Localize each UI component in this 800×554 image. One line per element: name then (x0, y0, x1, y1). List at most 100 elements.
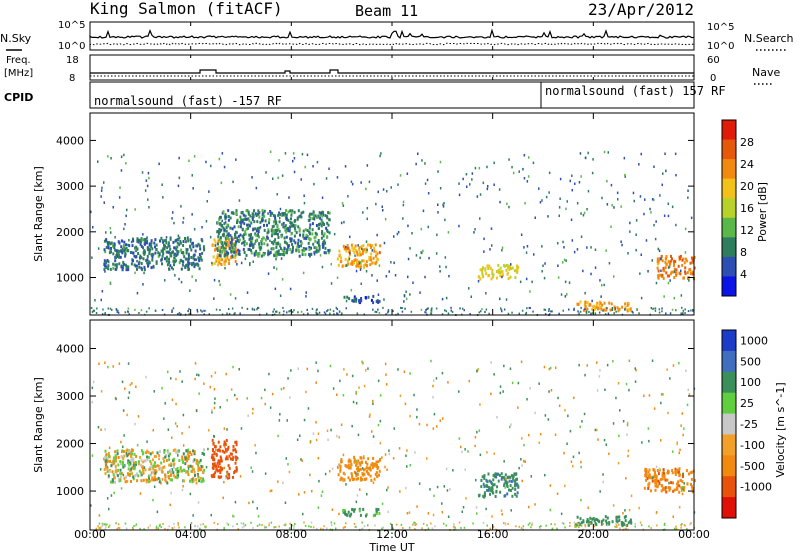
power-echo-cell (256, 220, 259, 224)
velocity-echo-cell (116, 474, 119, 478)
cpid-label: CPID (4, 91, 33, 104)
velocity-echo-cell (623, 515, 626, 519)
velocity-echo-cell (181, 455, 184, 459)
time-tick-label: 04:00 (175, 528, 207, 541)
velocity-scatter-cell (225, 372, 227, 376)
power-echo-cell (308, 253, 311, 256)
power-scatter-cell (508, 158, 510, 161)
velocity-echo-cell (134, 465, 136, 469)
power-scatter-cell (624, 173, 626, 177)
velocity-scatter-cell (108, 507, 110, 511)
power-near-range-cell (228, 308, 230, 310)
power-near-range-cell (187, 310, 189, 312)
velocity-echo-cell (359, 513, 362, 517)
velocity-echo-cell (655, 477, 658, 481)
power-scatter-cell (407, 275, 409, 279)
power-scatter-cell (663, 295, 665, 298)
power-scatter-cell (280, 257, 283, 260)
velocity-near-range-cell (196, 525, 199, 528)
power-scatter-cell (305, 291, 307, 294)
velocity-echo-cell (232, 445, 235, 448)
velocity-echo-cell (212, 442, 215, 446)
velocity-scatter-cell (413, 393, 415, 397)
velocity-echo-cell (336, 465, 339, 469)
velocity-scatter-cell (113, 491, 115, 495)
power-scatter-cell (544, 262, 546, 265)
velocity-echo-cell (513, 472, 516, 476)
velocity-scatter-cell (548, 390, 550, 393)
power-near-range-cell (658, 311, 661, 314)
power-scatter-cell (241, 242, 243, 245)
velocity-scatter-cell (641, 441, 643, 444)
power-echo-cell (305, 236, 308, 240)
velocity-scatter-cell (578, 451, 580, 455)
power-near-range-cell (96, 307, 98, 310)
power-echo-cell (115, 263, 118, 267)
velocity-scatter-cell (666, 471, 668, 475)
power-echo-cell (308, 238, 311, 242)
power-echo-cell (157, 251, 160, 255)
power-echo-cell (240, 219, 243, 223)
power-near-range-cell (256, 308, 258, 311)
power-echo-cell (220, 228, 223, 232)
power-echo-cell (254, 239, 257, 243)
velocity-scatter-cell (121, 380, 124, 384)
power-echo-cell (123, 244, 126, 248)
power-near-range-cell (577, 310, 579, 313)
velocity-scatter-cell (570, 460, 573, 463)
velocity-echo-cell (200, 465, 203, 468)
power-echo-cell (177, 250, 180, 254)
power-near-range-cell (336, 308, 338, 311)
velocity-scatter-cell (476, 430, 478, 434)
velocity-echo-cell (139, 471, 142, 475)
velocity-scatter-cell (622, 512, 624, 515)
power-echo-cell (321, 242, 324, 246)
power-scatter-cell (441, 297, 444, 301)
power-echo-cell (245, 227, 248, 231)
power-echo-cell (261, 219, 264, 223)
velocity-scatter-cell (678, 506, 681, 509)
power-echo-cell (279, 213, 282, 216)
velocity-scatter-cell (182, 413, 185, 417)
power-echo-cell (598, 300, 601, 304)
velocity-echo-cell (587, 519, 590, 523)
velocity-scatter-cell (161, 386, 163, 390)
power-echo-cell (662, 268, 665, 272)
velocity-echo-cell (349, 466, 352, 470)
power-echo-cell (162, 252, 165, 256)
power-echo-cell (314, 214, 317, 218)
velocity-echo-cell (508, 488, 510, 492)
velocity-echo-cell (155, 470, 158, 473)
power-echo-cell (372, 256, 375, 260)
power-echo-cell (226, 223, 229, 227)
power-near-range-cell (425, 311, 427, 314)
power-echo-cell (276, 232, 279, 236)
power-echo-cell (169, 252, 172, 255)
power-scatter-cell (254, 242, 256, 245)
power-scatter-cell (366, 217, 368, 221)
power-near-range-cell (588, 311, 590, 313)
velocity-scatter-cell (372, 435, 375, 438)
velocity-scatter-cell (210, 375, 213, 378)
power-echo-cell (242, 247, 245, 251)
velocity-near-range-cell (240, 522, 243, 525)
power-echo-cell (272, 242, 275, 246)
power-scatter-cell (269, 239, 271, 243)
power-scatter-cell (603, 283, 605, 287)
velocity-echo-cell (511, 494, 514, 498)
velocity-scatter-cell (429, 488, 431, 491)
power-echo-cell (303, 249, 306, 253)
power-echo-cell (127, 265, 130, 269)
power-near-range-cell (188, 312, 190, 315)
velocity-echo-cell (511, 486, 514, 490)
power-scatter-cell (532, 161, 535, 165)
velocity-scatter-cell (548, 367, 551, 371)
power-echo-cell (378, 299, 381, 303)
power-echo-cell (124, 252, 127, 256)
velocity-scatter-cell (643, 394, 645, 397)
power-echo-cell (618, 307, 621, 311)
velocity-near-range-cell (639, 521, 642, 524)
velocity-echo-cell (132, 459, 135, 463)
power-scatter-cell (298, 215, 300, 218)
